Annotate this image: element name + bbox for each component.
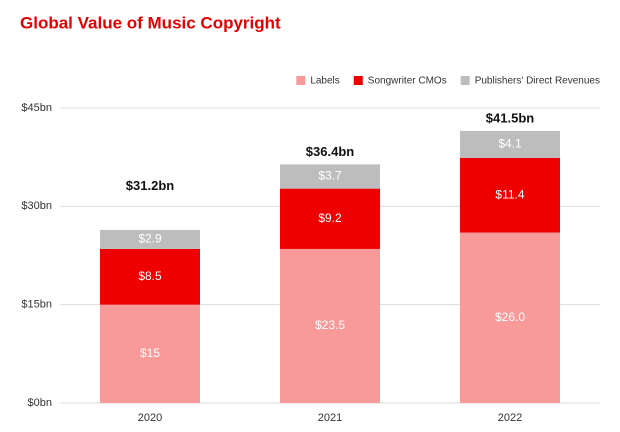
- total-label: $41.5bn: [486, 110, 534, 125]
- legend-label: Publishers' Direct Revenues: [475, 76, 600, 87]
- data-label: $3.7: [318, 169, 342, 183]
- bar-segment: [280, 248, 380, 403]
- bar-segment: [460, 232, 560, 403]
- y-tick-label: $45bn: [21, 102, 52, 114]
- data-label: $23.5: [315, 318, 345, 332]
- y-tick-label: $30bn: [21, 200, 52, 212]
- bar-segment: [100, 304, 200, 403]
- data-label: $9.2: [318, 211, 342, 225]
- data-label: $26.0: [495, 310, 525, 324]
- data-label: $4.1: [498, 137, 522, 151]
- y-tick-label: $0bn: [28, 397, 52, 409]
- legend-swatch: [460, 76, 470, 85]
- data-label: $2.9: [138, 232, 162, 246]
- total-label: $36.4bn: [306, 144, 354, 159]
- data-label: $8.5: [138, 269, 162, 283]
- legend-label: Labels: [310, 76, 339, 87]
- legend-swatch: [296, 76, 306, 85]
- legend-label: Songwriter CMOs: [368, 76, 447, 87]
- bar-segment: [280, 164, 380, 189]
- bar-segment: [100, 229, 200, 249]
- x-tick-label: 2022: [498, 412, 522, 424]
- data-label: $15: [140, 346, 160, 360]
- x-tick-label: 2020: [138, 412, 162, 424]
- legend-swatch: [353, 76, 363, 85]
- total-label: $31.2bn: [126, 178, 174, 193]
- bar-segment: [100, 248, 200, 305]
- bar-segment: [460, 157, 560, 233]
- x-tick-label: 2021: [318, 412, 342, 424]
- y-tick-label: $15bn: [21, 299, 52, 311]
- chart-title: Global Value of Music Copyright: [20, 13, 281, 32]
- bar-segment: [460, 130, 560, 158]
- bar-segment: [280, 188, 380, 249]
- data-label: $11.4: [495, 187, 524, 201]
